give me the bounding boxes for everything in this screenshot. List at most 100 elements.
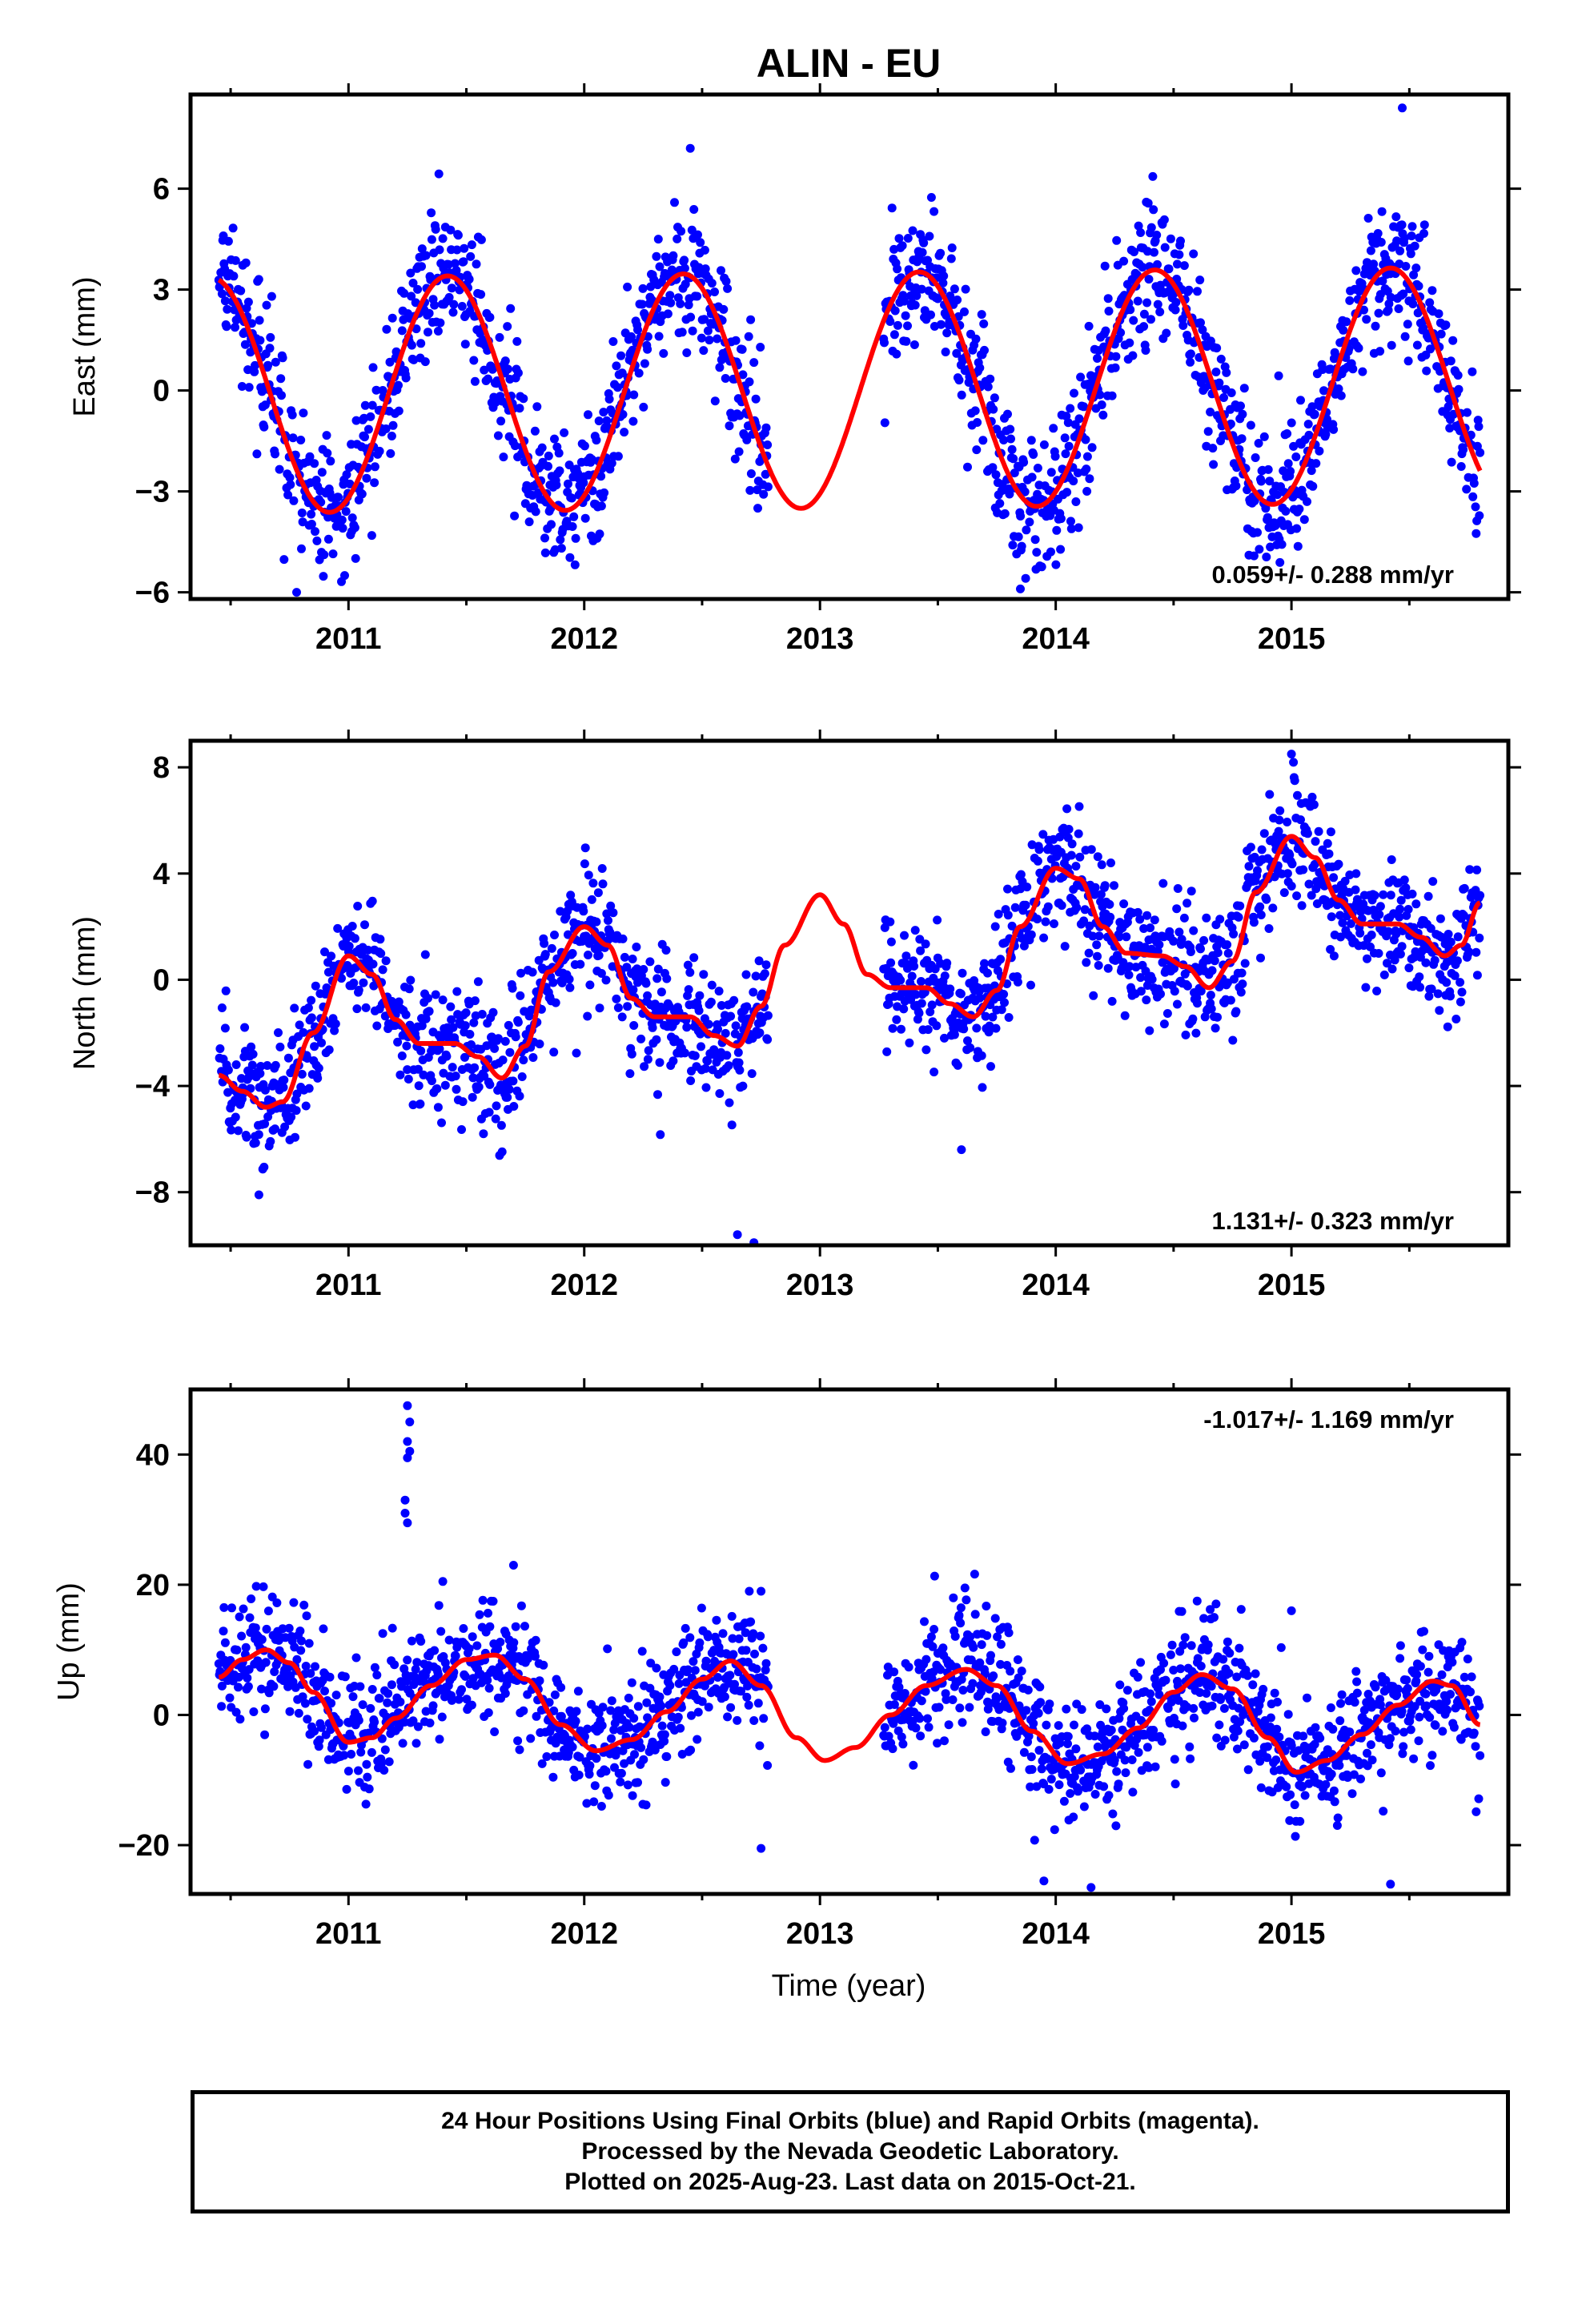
east-data-point bbox=[1394, 304, 1403, 313]
up-data-point bbox=[416, 1637, 426, 1646]
north-data-point bbox=[403, 1065, 412, 1075]
north-data-point bbox=[1407, 889, 1417, 899]
east-data-point bbox=[970, 406, 980, 416]
up-data-point bbox=[574, 1771, 584, 1779]
east-data-point bbox=[756, 343, 765, 352]
east-data-point bbox=[1084, 321, 1094, 331]
north-data-point bbox=[337, 974, 346, 983]
north-data-point bbox=[1379, 970, 1389, 979]
up-data-point bbox=[1366, 1740, 1375, 1750]
up-data-point bbox=[408, 1716, 418, 1726]
north-data-point bbox=[1415, 983, 1425, 992]
north-data-point bbox=[1202, 913, 1211, 923]
up-data-point bbox=[718, 1629, 728, 1638]
east-data-point bbox=[1046, 547, 1055, 557]
up-data-point bbox=[969, 1642, 978, 1652]
up-data-point bbox=[927, 1674, 937, 1683]
east-data-point bbox=[623, 282, 632, 292]
north-data-point bbox=[682, 1023, 692, 1032]
north-data-point bbox=[1283, 869, 1292, 879]
up-data-point bbox=[1337, 1690, 1347, 1699]
north-data-point bbox=[1142, 995, 1151, 1005]
up-data-point bbox=[232, 1645, 242, 1655]
east-data-point bbox=[406, 268, 416, 278]
up-data-point bbox=[1104, 1791, 1114, 1800]
up-data-point bbox=[496, 1638, 505, 1647]
north-data-point bbox=[755, 1028, 765, 1038]
up-data-point bbox=[582, 1799, 592, 1808]
east-data-point bbox=[596, 472, 606, 481]
east-data-point bbox=[963, 462, 972, 472]
east-data-point bbox=[1071, 497, 1081, 506]
up-data-point bbox=[292, 1655, 302, 1664]
east-data-point bbox=[1146, 223, 1156, 232]
north-data-point bbox=[1150, 915, 1159, 925]
north-data-point bbox=[914, 1008, 924, 1018]
up-data-point bbox=[933, 1739, 942, 1748]
north-data-point bbox=[899, 1004, 909, 1014]
east-data-point bbox=[311, 527, 319, 537]
north-data-point bbox=[1475, 933, 1484, 943]
north-data-point bbox=[1142, 911, 1152, 920]
up-data-points bbox=[214, 1401, 1485, 1892]
up-data-point bbox=[1239, 1740, 1249, 1750]
east-data-point bbox=[1237, 434, 1247, 444]
north-data-point bbox=[1435, 1006, 1444, 1015]
north-data-point bbox=[432, 1084, 442, 1093]
east-data-point bbox=[1085, 474, 1094, 484]
east-data-point bbox=[1193, 287, 1202, 296]
north-data-point bbox=[900, 931, 909, 940]
east-data-point bbox=[1293, 541, 1303, 551]
east-data-point bbox=[1473, 416, 1483, 425]
east-data-point bbox=[236, 286, 246, 296]
east-data-point bbox=[1441, 320, 1451, 330]
up-data-point bbox=[655, 1692, 665, 1702]
north-data-point bbox=[291, 1132, 299, 1142]
north-data-point bbox=[1240, 959, 1250, 968]
east-data-point bbox=[1017, 541, 1026, 551]
north-data-point bbox=[738, 1081, 748, 1091]
up-data-point bbox=[690, 1666, 700, 1675]
up-data-point bbox=[1256, 1783, 1266, 1792]
east-data-point bbox=[890, 306, 900, 316]
north-data-point bbox=[1287, 882, 1296, 891]
north-data-point bbox=[314, 1063, 323, 1073]
east-data-point bbox=[367, 400, 377, 410]
north-data-point bbox=[1093, 852, 1102, 862]
north-data-point bbox=[652, 1035, 661, 1044]
east-data-point bbox=[1422, 366, 1431, 376]
north-data-point bbox=[592, 917, 601, 927]
east-data-point bbox=[1095, 390, 1105, 400]
north-data-point bbox=[368, 959, 378, 969]
up-data-point bbox=[556, 1711, 566, 1721]
up-data-point bbox=[1034, 1746, 1044, 1755]
up-data-point bbox=[331, 1691, 341, 1700]
up-data-point bbox=[519, 1706, 528, 1715]
north-data-point bbox=[1430, 955, 1439, 965]
east-data-point bbox=[1142, 247, 1152, 256]
up-data-point bbox=[660, 1736, 669, 1746]
east-data-point bbox=[1166, 234, 1175, 243]
north-data-point bbox=[438, 995, 448, 1005]
north-data-point bbox=[408, 1100, 418, 1110]
east-data-point bbox=[466, 251, 476, 261]
east-data-point bbox=[493, 431, 503, 440]
east-data-point bbox=[1173, 259, 1182, 269]
east-data-point bbox=[926, 310, 935, 320]
east-data-point bbox=[1448, 336, 1458, 345]
east-data-point bbox=[763, 440, 773, 449]
east-data-point bbox=[1206, 408, 1215, 416]
up-data-point bbox=[526, 1734, 536, 1743]
east-data-point bbox=[759, 489, 769, 499]
up-data-point bbox=[725, 1671, 735, 1680]
up-data-point bbox=[1082, 1724, 1092, 1734]
east-data-point bbox=[1110, 363, 1120, 372]
north-data-point bbox=[1390, 955, 1399, 965]
up-data-point bbox=[723, 1712, 733, 1722]
up-data-point bbox=[425, 1719, 435, 1727]
up-data-point bbox=[485, 1622, 495, 1631]
up-data-point bbox=[396, 1697, 405, 1707]
up-data-point bbox=[1303, 1693, 1311, 1703]
up-data-point bbox=[1418, 1645, 1427, 1655]
east-data-point bbox=[1377, 207, 1387, 216]
